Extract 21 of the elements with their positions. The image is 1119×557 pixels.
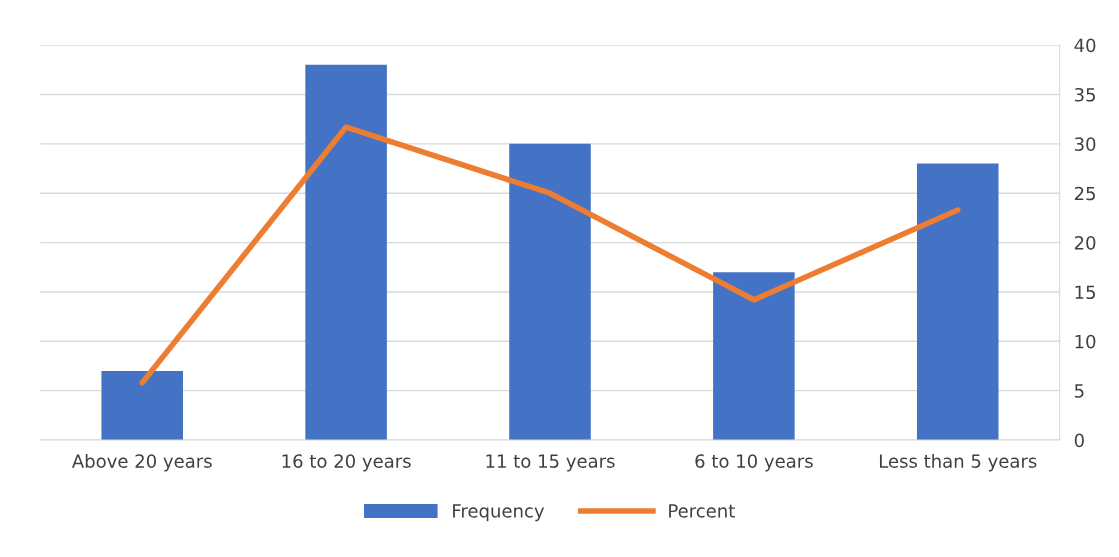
y-tick-label: 30 [1074, 137, 1096, 151]
bar [101, 370, 183, 441]
x-tick-label: 16 to 20 years [282, 454, 411, 472]
x-tick-label: 6 to 10 years [695, 454, 813, 472]
y-tick-label: 25 [1074, 186, 1095, 201]
y-tick-label: 15 [1075, 285, 1095, 300]
bar [305, 64, 387, 441]
y-tick-label: 10 [1075, 334, 1096, 349]
x-tick-label: Less than 5 years [879, 453, 1037, 472]
y-tick-label: 5 [1074, 384, 1084, 398]
y-tick-label: 35 [1074, 87, 1095, 102]
y-tick-label: 0 [1074, 433, 1084, 448]
legend-label: Percent [669, 504, 735, 518]
x-tick-label: Above 20 years [71, 453, 212, 472]
x-tick-label: 11 to 15 years [486, 454, 615, 472]
y-tick-label: 20 [1074, 236, 1096, 250]
bar [509, 143, 591, 441]
y-tick-label: 40 [1074, 38, 1096, 53]
bar [713, 272, 795, 441]
legend-label: Frequency [453, 504, 545, 522]
bar [916, 163, 999, 441]
